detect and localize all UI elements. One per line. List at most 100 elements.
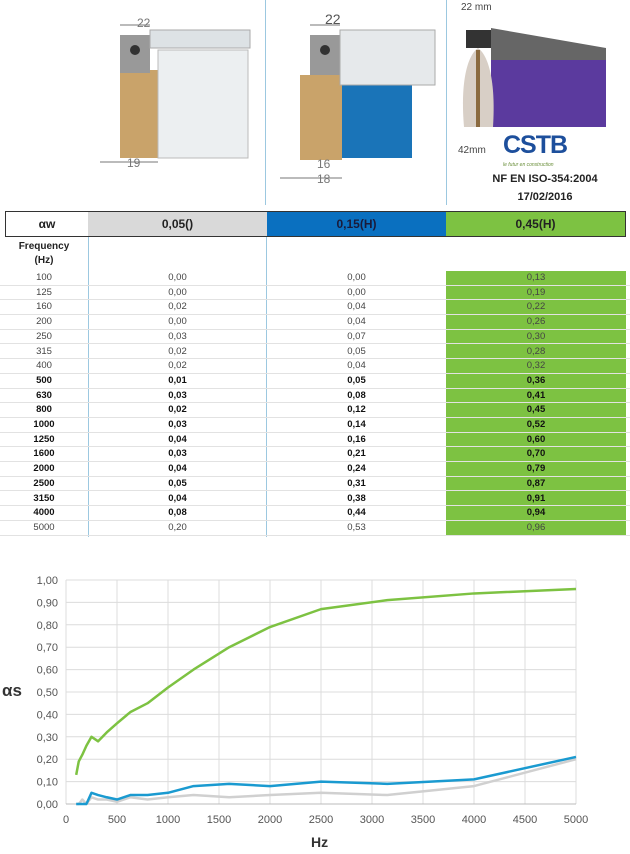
value-cell: 0,79 — [526, 463, 546, 475]
table-row: 3150 0,04 0,38 0,91 — [0, 492, 630, 507]
frequency-cell: 500 — [36, 374, 52, 386]
test-date: 17/02/2016 — [517, 191, 573, 203]
alpha-w-product-2: 0,15(H) — [267, 211, 446, 237]
value-cell: 0,13 — [526, 272, 546, 283]
product-3-image — [462, 28, 606, 127]
value-cell: 0,00 — [347, 286, 366, 298]
value-cell: 0,03 — [168, 448, 187, 460]
frequency-cell: 2500 — [33, 477, 55, 489]
dim-label: 18 — [317, 172, 331, 186]
value-cell: 0,03 — [168, 389, 187, 401]
value-cell: 0,44 — [347, 507, 366, 519]
table-row: 1600 0,03 0,21 0,70 — [0, 447, 630, 462]
x-tick-label: 1000 — [156, 814, 180, 826]
value-cell: 0,38 — [347, 492, 366, 504]
cstb-tagline: le futur en construction — [503, 162, 554, 168]
frequency-cell: 1000 — [33, 419, 55, 430]
frequency-header-line1: Frequency — [18, 241, 70, 252]
table-row: 4000 0,08 0,44 0,94 — [0, 506, 630, 521]
value-cell: 0,08 — [347, 389, 366, 401]
value-cell: 0,19 — [526, 286, 546, 298]
frequency-cell: 2000 — [33, 463, 55, 475]
value-cell: 0,20 — [168, 521, 187, 533]
value-cell: 0,24 — [347, 463, 366, 475]
dim-label: 16 — [317, 157, 331, 171]
divider — [266, 237, 267, 537]
frequency-header-line2: (Hz) — [34, 255, 54, 266]
y-tick-label: 0,60 — [37, 665, 58, 677]
value-cell: 0,04 — [347, 301, 366, 313]
value-cell: 0,00 — [168, 316, 187, 328]
y-tick-label: 0,90 — [37, 597, 58, 609]
frequency-cell: 250 — [36, 330, 52, 342]
frequency-cell: 4000 — [33, 507, 55, 519]
value-cell: 0,21 — [347, 448, 366, 460]
table-row: 250 0,03 0,07 0,30 — [0, 330, 630, 345]
dim-label: 19 — [127, 156, 141, 170]
dim-label: 22 mm — [461, 2, 492, 13]
value-cell: 0,87 — [526, 477, 546, 489]
value-cell: 0,04 — [168, 492, 187, 504]
table-row: 125 0,00 0,00 0,19 — [0, 286, 630, 301]
table-row: 500 0,01 0,05 0,36 — [0, 374, 630, 389]
value-cell: 0,70 — [526, 448, 546, 460]
value-cell: 0,03 — [168, 419, 187, 430]
value-cell: 0,28 — [526, 345, 546, 357]
table-row: 200 0,00 0,04 0,26 — [0, 315, 630, 330]
value-cell: 0,30 — [526, 330, 546, 342]
frequency-cell: 400 — [36, 360, 52, 372]
frequency-cell: 200 — [36, 316, 52, 328]
dim-label: 42mm — [458, 145, 486, 156]
value-cell: 0,00 — [168, 272, 187, 283]
product-3-column-bg — [446, 271, 626, 536]
value-cell: 0,04 — [168, 463, 187, 475]
y-tick-label: 1,00 — [37, 575, 58, 587]
table-row: 1000 0,03 0,14 0,52 — [0, 418, 630, 433]
table-row: 100 0,00 0,00 0,13 — [0, 271, 630, 286]
value-cell: 0,07 — [347, 330, 366, 342]
y-tick-label: 0,70 — [37, 642, 58, 654]
divider — [446, 0, 447, 205]
frequency-cell: 100 — [36, 272, 52, 283]
table-row: 2500 0,05 0,31 0,87 — [0, 477, 630, 492]
table-row: 5000 0,20 0,53 0,96 — [0, 521, 630, 536]
alpha-w-label: αw — [5, 211, 88, 237]
value-cell: 0,05 — [168, 477, 187, 489]
value-cell: 0,41 — [526, 389, 546, 401]
x-tick-label: 3000 — [360, 814, 384, 826]
value-cell: 0,02 — [168, 345, 187, 357]
standard-label: NF EN ISO-354:2004 — [492, 173, 598, 185]
y-tick-label: 0,20 — [37, 754, 58, 766]
table-row: 400 0,02 0,04 0,32 — [0, 359, 630, 374]
value-cell: 0,94 — [526, 507, 546, 519]
value-cell: 0,05 — [347, 345, 366, 357]
frequency-cell: 630 — [36, 389, 52, 401]
y-tick-label: 0,50 — [37, 687, 58, 699]
value-cell: 0,52 — [526, 419, 546, 430]
value-cell: 0,01 — [168, 374, 187, 386]
value-cell: 0,32 — [526, 360, 546, 372]
table-row: 2000 0,04 0,24 0,79 — [0, 462, 630, 477]
value-cell: 0,26 — [526, 316, 546, 328]
value-cell: 0,14 — [347, 419, 366, 430]
value-cell: 0,04 — [347, 316, 366, 328]
x-tick-label: 1500 — [207, 814, 231, 826]
value-cell: 0,03 — [168, 330, 187, 342]
alpha-w-product-1: 0,05() — [88, 211, 267, 237]
divider — [265, 0, 266, 205]
value-cell: 0,08 — [168, 507, 187, 519]
table-row: 630 0,03 0,08 0,41 — [0, 389, 630, 404]
x-tick-label: 3500 — [411, 814, 435, 826]
value-cell: 0,02 — [168, 360, 187, 372]
product-1-image — [100, 24, 251, 163]
value-cell: 0,53 — [347, 521, 366, 533]
value-cell: 0,96 — [526, 521, 546, 533]
y-tick-label: 0,30 — [37, 732, 58, 744]
x-tick-label: 4500 — [513, 814, 537, 826]
y-axis-label: αs — [2, 681, 22, 700]
value-cell: 0,00 — [347, 272, 366, 283]
value-cell: 0,91 — [526, 492, 546, 504]
table-row: 315 0,02 0,05 0,28 — [0, 345, 630, 360]
table-row: 160 0,02 0,04 0,22 — [0, 300, 630, 315]
frequency-cell: 3150 — [33, 492, 55, 504]
